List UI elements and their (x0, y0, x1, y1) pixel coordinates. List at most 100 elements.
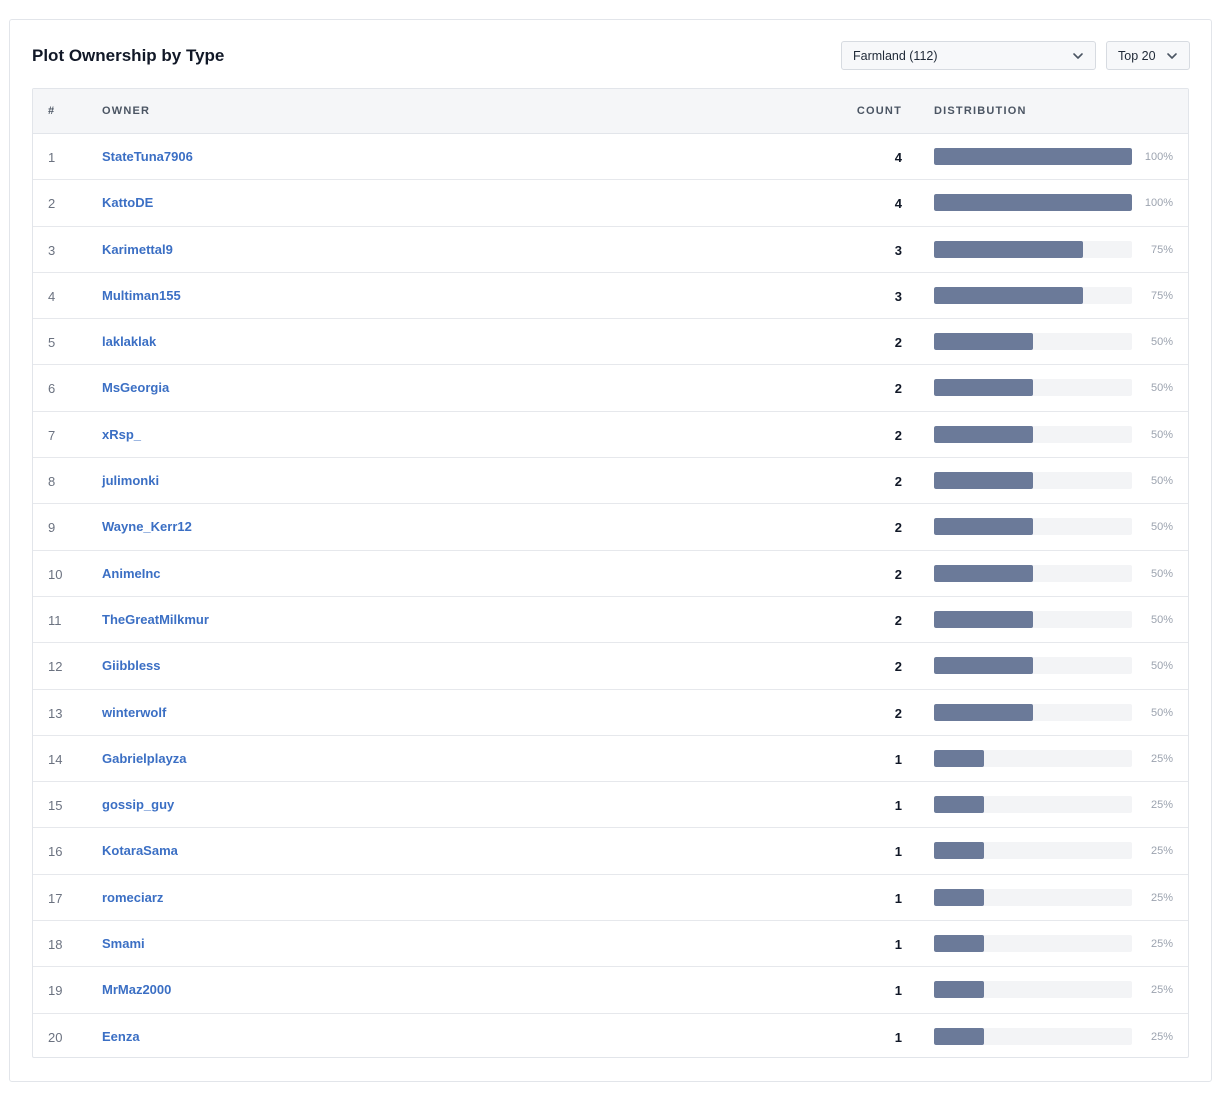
owner-count: 2 (894, 381, 902, 397)
owner-link[interactable]: romeciarz (102, 889, 164, 905)
owner-link[interactable]: MrMaz2000 (102, 982, 172, 998)
owner-link[interactable]: winterwolf (102, 704, 167, 720)
owner-link[interactable]: KattoDE (102, 195, 154, 211)
distribution-bar-fill (934, 194, 1132, 212)
row-index: 7 (48, 427, 56, 443)
distribution-bar-fill (934, 379, 1033, 397)
distribution-bar-fill (934, 981, 984, 999)
top-count-select[interactable]: Top 20 (1106, 41, 1190, 70)
row-index: 17 (48, 890, 63, 906)
owner-link[interactable]: Karimettal9 (102, 241, 173, 257)
owner-count: 2 (894, 566, 902, 582)
owner-link[interactable]: StateTuna7906 (102, 149, 193, 164)
owner-link[interactable]: gossip_guy (102, 797, 175, 813)
table-row: 10 AnimeInc 2 50% (33, 551, 1188, 597)
distribution-bar-fill (934, 518, 1033, 536)
owner-link[interactable]: xRsp_ (102, 426, 142, 442)
owner-count: 1 (894, 751, 902, 767)
owner-count: 2 (894, 705, 902, 721)
distribution-percent: 25% (1150, 891, 1173, 904)
distribution-bar-fill (934, 703, 1033, 721)
distribution-percent: 50% (1150, 336, 1173, 349)
owner-count: 2 (894, 474, 902, 490)
plot-type-select[interactable]: Farmland (112) (841, 41, 1096, 70)
distribution-bar-track (934, 425, 1132, 443)
row-index: 14 (48, 751, 63, 767)
row-index: 10 (48, 566, 63, 582)
distribution-bar-fill (934, 564, 1033, 582)
table-row: 3 Karimettal9 3 75% (33, 227, 1188, 273)
owner-count: 1 (894, 937, 902, 953)
owner-count: 1 (894, 1029, 902, 1045)
distribution-bar-fill (934, 148, 1132, 165)
owner-link[interactable]: MsGeorgia (102, 380, 170, 396)
distribution-percent: 25% (1150, 1030, 1173, 1043)
distribution-percent: 100% (1144, 151, 1173, 163)
distribution-bar-track (934, 194, 1132, 212)
owner-link[interactable]: AnimeInc (102, 565, 161, 581)
row-index: 9 (48, 520, 56, 536)
owner-count: 1 (894, 798, 902, 814)
owner-link[interactable]: TheGreatMilkmur (102, 611, 209, 627)
owner-link[interactable]: Wayne_Kerr12 (102, 519, 192, 535)
table-row: 17 romeciarz 1 25% (33, 875, 1188, 922)
distribution-bar-track (934, 518, 1132, 536)
distribution-percent: 50% (1150, 567, 1173, 580)
owner-link[interactable]: Smami (102, 936, 145, 952)
distribution-bar-track (934, 610, 1132, 628)
distribution-bar-fill (934, 657, 1033, 675)
distribution-percent: 50% (1150, 613, 1173, 626)
distribution-bar-track (934, 379, 1132, 397)
owner-link[interactable]: Multiman155 (102, 287, 181, 303)
owner-link[interactable]: Eenza (102, 1028, 140, 1044)
distribution-bar-fill (934, 749, 984, 767)
distribution-percent: 75% (1150, 289, 1173, 302)
row-index: 6 (48, 381, 56, 397)
owner-count: 2 (894, 335, 902, 351)
table-row: 2 KattoDE 4 100% (33, 180, 1188, 227)
row-index: 20 (48, 1029, 63, 1045)
distribution-percent: 25% (1150, 799, 1173, 812)
distribution-bar-track (934, 981, 1132, 999)
row-index: 13 (48, 705, 63, 721)
row-index: 19 (48, 983, 63, 999)
owner-count: 3 (894, 242, 902, 258)
distribution-bar-fill (934, 796, 984, 814)
owner-count: 1 (894, 844, 902, 860)
distribution-percent: 50% (1150, 706, 1173, 719)
distribution-bar-track (934, 657, 1132, 675)
owner-count: 2 (894, 612, 902, 628)
chevron-down-icon (1165, 49, 1179, 63)
owner-link[interactable]: Gabrielplayza (102, 750, 187, 766)
table-row: 1 StateTuna7906 4 100% (33, 134, 1188, 181)
row-index: 3 (48, 242, 56, 258)
table-row: 5 laklaklak 2 50% (33, 319, 1188, 366)
distribution-bar-fill (934, 472, 1033, 490)
distribution-percent: 50% (1150, 428, 1173, 441)
distribution-bar-track (934, 796, 1132, 814)
owner-link[interactable]: Giibbless (102, 658, 161, 674)
owner-link[interactable]: KotaraSama (102, 843, 178, 859)
distribution-bar-track (934, 240, 1132, 258)
distribution-percent: 75% (1150, 243, 1173, 256)
distribution-bar-fill (934, 888, 984, 906)
owner-count: 3 (894, 288, 902, 304)
distribution-bar-track (934, 333, 1132, 351)
distribution-bar-fill (934, 1027, 984, 1045)
row-index: 2 (48, 196, 56, 212)
owner-count: 2 (894, 427, 902, 443)
table-row: 11 TheGreatMilkmur 2 50% (33, 597, 1188, 644)
table-row: 20 Eenza 1 25% (33, 1014, 1188, 1057)
distribution-bar-track (934, 286, 1132, 304)
distribution-bar-track (934, 935, 1132, 953)
table-row: 8 julimonki 2 50% (33, 458, 1188, 505)
table-header: # OWNER COUNT DISTRIBUTION (33, 89, 1188, 134)
row-index: 11 (48, 612, 62, 628)
distribution-bar-fill (934, 425, 1033, 443)
owner-link[interactable]: julimonki (102, 473, 160, 489)
plot-type-select-value: Farmland (112) (853, 48, 938, 63)
column-header-index: # (48, 105, 56, 117)
row-index: 1 (48, 150, 56, 165)
owner-link[interactable]: laklaklak (102, 334, 157, 350)
ownership-card: Plot Ownership by Type Farmland (112) To… (9, 19, 1212, 1082)
